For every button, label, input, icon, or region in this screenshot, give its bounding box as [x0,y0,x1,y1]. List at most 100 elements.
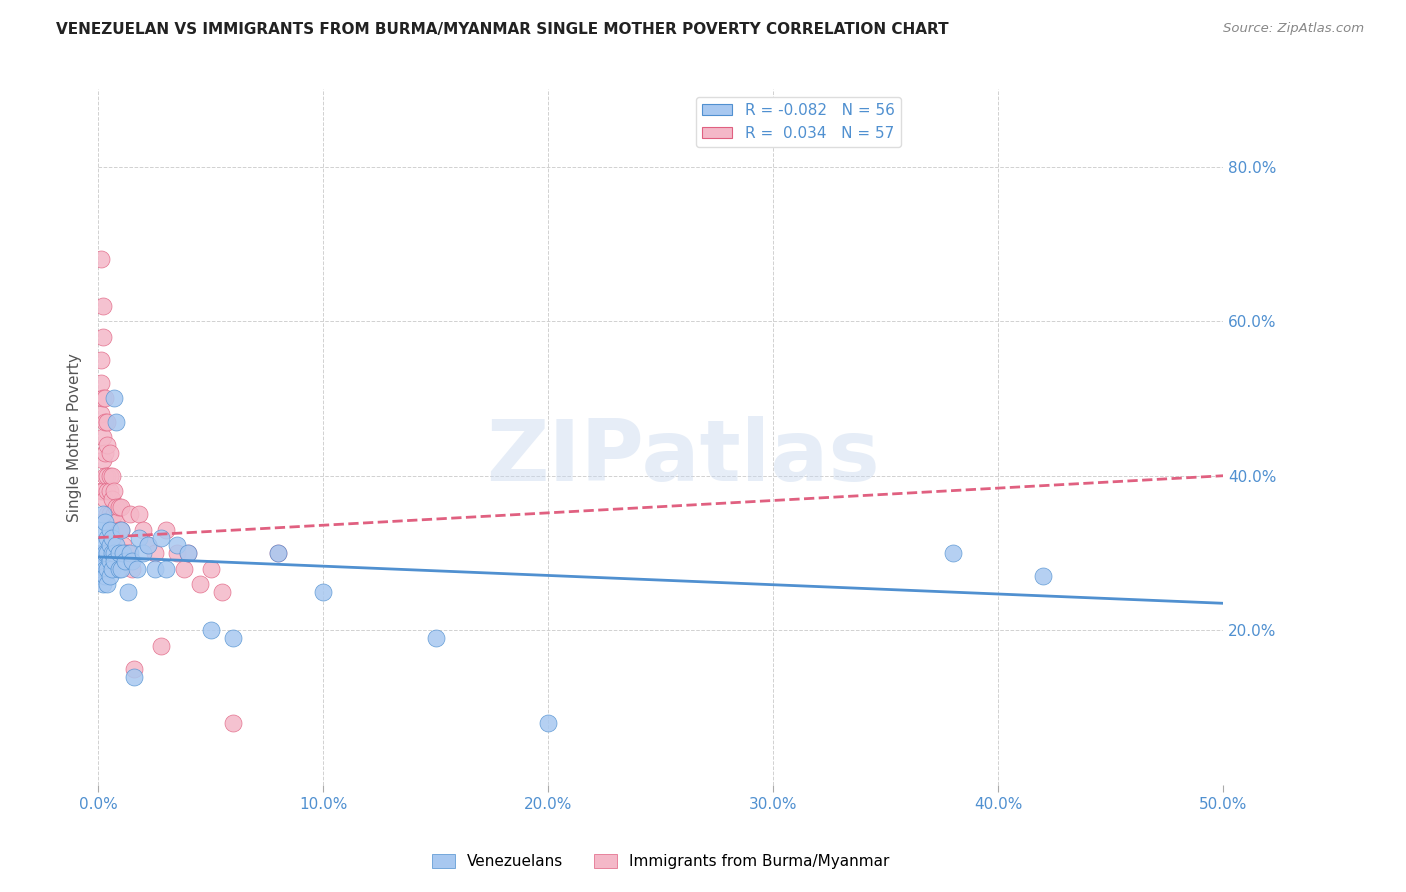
Point [91,392,114,406]
Point [96,577,118,591]
Point [942,546,965,560]
Point [118,546,141,560]
Point [94,515,117,529]
Point [90,407,112,421]
Legend: R = -0.082   N = 56, R =  0.034   N = 57: R = -0.082 N = 56, R = 0.034 N = 57 [696,97,901,146]
Point [98,445,121,459]
Point [121,561,143,575]
Point [101,561,124,575]
Point [105,415,128,429]
Point [90,523,112,537]
Point [96,438,118,452]
Point [105,538,128,552]
Point [425,631,447,645]
Point [166,546,188,560]
Point [177,546,200,560]
Point [96,484,118,499]
Point [312,584,335,599]
Point [211,584,233,599]
Point [128,531,150,545]
Point [98,523,121,537]
Point [107,523,129,537]
Point [96,561,118,575]
Point [94,546,117,560]
Point [136,538,159,552]
Point [101,515,124,529]
Point [110,500,132,514]
Point [98,538,121,552]
Point [107,546,129,560]
Point [112,546,135,560]
Point [177,546,200,560]
Point [98,554,121,568]
Point [98,484,121,499]
Point [90,561,112,575]
Point [90,546,112,560]
Point [143,546,166,560]
Point [117,584,139,599]
Point [90,252,112,267]
Point [117,546,139,560]
Point [124,662,146,676]
Point [200,561,222,575]
Point [96,415,118,429]
Point [90,569,112,583]
Point [105,515,128,529]
Point [103,484,125,499]
Point [96,546,118,560]
Point [90,352,112,367]
Point [166,538,188,552]
Point [90,484,112,499]
Point [114,546,136,560]
Point [91,484,114,499]
Point [132,523,155,537]
Point [98,468,121,483]
Point [200,624,222,638]
Text: Source: ZipAtlas.com: Source: ZipAtlas.com [1223,22,1364,36]
Point [132,546,155,560]
Point [96,531,118,545]
Point [94,468,117,483]
Point [94,569,117,583]
Point [96,468,118,483]
Point [91,299,114,313]
Point [91,508,114,522]
Point [1032,569,1054,583]
Point [103,531,125,545]
Point [112,538,135,552]
Point [128,508,150,522]
Point [114,554,136,568]
Point [91,538,114,552]
Point [105,500,128,514]
Point [188,577,211,591]
Point [150,639,173,653]
Point [101,491,124,506]
Point [94,561,117,575]
Point [107,500,129,514]
Point [91,453,114,467]
Point [101,468,124,483]
Point [96,508,118,522]
Point [98,569,121,583]
Point [103,508,125,522]
Text: VENEZUELAN VS IMMIGRANTS FROM BURMA/MYANMAR SINGLE MOTHER POVERTY CORRELATION CH: VENEZUELAN VS IMMIGRANTS FROM BURMA/MYAN… [56,22,949,37]
Point [101,546,124,560]
Point [143,561,166,575]
Point [222,716,245,731]
Y-axis label: Single Mother Poverty: Single Mother Poverty [67,352,83,522]
Point [91,430,114,444]
Point [103,554,125,568]
Point [118,508,141,522]
Point [94,392,117,406]
Point [98,508,121,522]
Point [110,561,132,575]
Point [91,554,114,568]
Point [155,523,177,537]
Point [124,670,146,684]
Point [267,546,290,560]
Point [125,561,148,575]
Point [107,561,129,575]
Point [155,561,177,575]
Point [121,554,143,568]
Point [90,376,112,390]
